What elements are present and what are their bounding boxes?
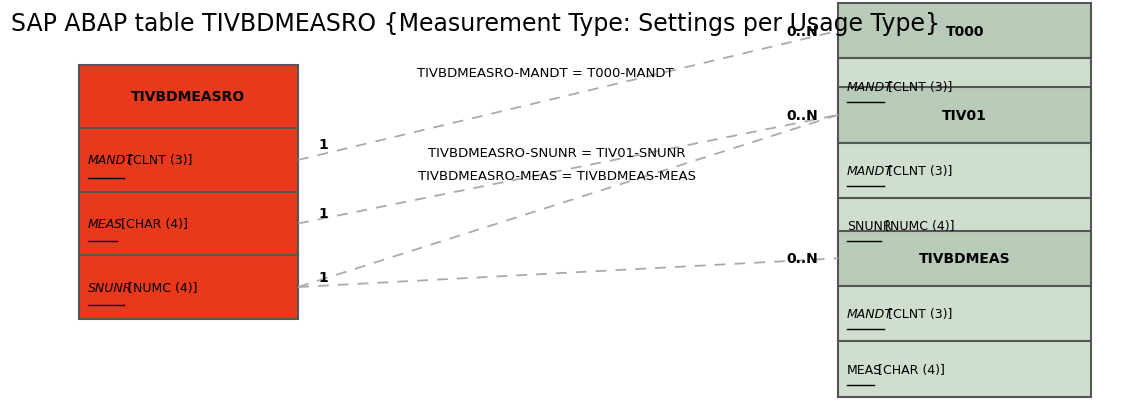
Text: [CLNT (3)]: [CLNT (3)] <box>884 81 952 93</box>
FancyBboxPatch shape <box>838 4 1091 59</box>
Text: MEAS: MEAS <box>847 363 882 375</box>
FancyBboxPatch shape <box>838 286 1091 342</box>
Text: [CLNT (3)]: [CLNT (3)] <box>884 308 952 320</box>
Text: [NUMC (4)]: [NUMC (4)] <box>125 281 198 294</box>
FancyBboxPatch shape <box>79 256 298 319</box>
Text: 0..N: 0..N <box>786 25 818 39</box>
Text: TIVBDMEASRO-SNUNR = TIV01-SNUNR: TIVBDMEASRO-SNUNR = TIV01-SNUNR <box>429 147 685 160</box>
Text: [CHAR (4)]: [CHAR (4)] <box>874 363 945 375</box>
Text: 1: 1 <box>318 207 328 221</box>
Text: MANDT: MANDT <box>847 81 893 93</box>
FancyBboxPatch shape <box>838 342 1091 397</box>
Text: SNUNR: SNUNR <box>847 220 892 232</box>
Text: MANDT: MANDT <box>847 308 893 320</box>
Text: TIV01: TIV01 <box>943 108 987 123</box>
Text: [CHAR (4)]: [CHAR (4)] <box>117 218 188 230</box>
Text: 1: 1 <box>318 137 328 151</box>
Text: TIVBDMEASRO: TIVBDMEASRO <box>132 90 245 104</box>
FancyBboxPatch shape <box>79 65 298 129</box>
Text: MEAS: MEAS <box>88 218 123 230</box>
Text: TIVBDMEASRO-MANDT = T000-MANDT: TIVBDMEASRO-MANDT = T000-MANDT <box>417 67 674 80</box>
Text: MANDT: MANDT <box>88 154 134 167</box>
FancyBboxPatch shape <box>838 198 1091 254</box>
Text: TIVBDMEAS: TIVBDMEAS <box>919 252 1010 266</box>
Text: SAP ABAP table TIVBDMEASRO {Measurement Type: Settings per Usage Type}: SAP ABAP table TIVBDMEASRO {Measurement … <box>11 12 940 36</box>
FancyBboxPatch shape <box>79 192 298 256</box>
Text: TIVBDMEASRO-MEAS = TIVBDMEAS-MEAS: TIVBDMEASRO-MEAS = TIVBDMEAS-MEAS <box>417 169 696 182</box>
Text: SNUNR: SNUNR <box>88 281 132 294</box>
FancyBboxPatch shape <box>838 88 1091 143</box>
FancyBboxPatch shape <box>838 231 1091 286</box>
FancyBboxPatch shape <box>838 59 1091 115</box>
Text: [CLNT (3)]: [CLNT (3)] <box>884 164 952 177</box>
Text: [NUMC (4)]: [NUMC (4)] <box>881 220 954 232</box>
FancyBboxPatch shape <box>79 129 298 192</box>
Text: MANDT: MANDT <box>847 164 893 177</box>
Text: [CLNT (3)]: [CLNT (3)] <box>125 154 192 167</box>
Text: 0..N: 0..N <box>786 252 818 266</box>
Text: 1: 1 <box>318 270 328 284</box>
Text: T000: T000 <box>945 25 984 39</box>
Text: 0..N: 0..N <box>786 108 818 123</box>
FancyBboxPatch shape <box>838 143 1091 198</box>
